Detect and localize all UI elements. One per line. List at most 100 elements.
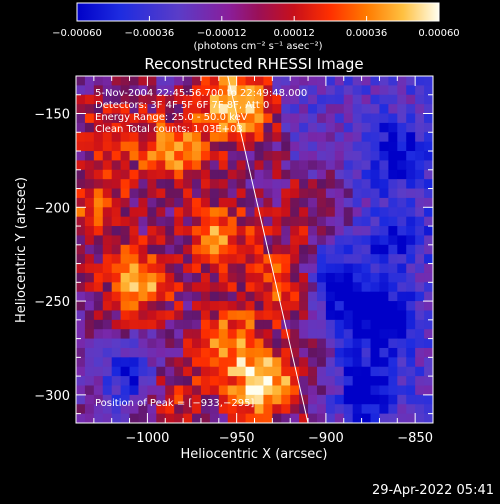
heatmap-pixel bbox=[263, 113, 273, 124]
heatmap-pixel bbox=[361, 113, 372, 124]
heatmap-pixel bbox=[218, 235, 229, 246]
heatmap-pixel bbox=[415, 366, 425, 377]
heatmap-pixel bbox=[84, 207, 95, 218]
heatmap-pixel bbox=[165, 394, 175, 405]
heatmap-pixel bbox=[424, 179, 433, 190]
heatmap-pixel bbox=[156, 151, 166, 162]
heatmap-pixel bbox=[352, 113, 363, 124]
heatmap-pixel bbox=[209, 235, 220, 246]
heatmap-pixel bbox=[343, 169, 354, 180]
heatmap-pixel bbox=[147, 301, 157, 312]
heatmap-pixel bbox=[84, 132, 95, 143]
heatmap-pixel bbox=[272, 291, 282, 302]
heatmap-pixel bbox=[334, 197, 345, 208]
heatmap-pixel bbox=[334, 329, 345, 340]
heatmap-pixel bbox=[308, 160, 318, 171]
heatmap-pixel bbox=[325, 282, 336, 293]
heatmap-pixel bbox=[379, 141, 389, 152]
heatmap-pixel bbox=[84, 244, 95, 255]
heatmap-pixel bbox=[76, 394, 86, 405]
heatmap-pixel bbox=[111, 263, 122, 274]
heatmap-pixel bbox=[308, 226, 318, 237]
heatmap-pixel bbox=[156, 207, 166, 218]
heatmap-pixel bbox=[424, 329, 433, 340]
heatmap-pixel bbox=[343, 263, 354, 274]
heatmap-pixel bbox=[334, 319, 345, 330]
heatmap-pixel bbox=[147, 151, 157, 162]
heatmap-pixel bbox=[388, 329, 398, 340]
heatmap-pixel bbox=[245, 179, 256, 190]
heatmap-pixel bbox=[308, 122, 318, 133]
heatmap-pixel bbox=[388, 141, 398, 152]
heatmap-pixel bbox=[183, 423, 193, 433]
heatmap-pixel bbox=[147, 376, 157, 387]
heatmap-pixel bbox=[281, 329, 291, 340]
heatmap-pixel bbox=[192, 423, 202, 433]
heatmap-pixel bbox=[76, 151, 86, 162]
heatmap-pixel bbox=[111, 85, 122, 96]
heatmap-pixel bbox=[263, 104, 273, 115]
heatmap-pixel bbox=[129, 113, 140, 124]
heatmap-pixel bbox=[299, 310, 309, 321]
heatmap-pixel bbox=[76, 169, 86, 180]
heatmap-pixel bbox=[192, 404, 202, 415]
heatmap-pixel bbox=[102, 179, 113, 190]
heatmap-pixel bbox=[174, 291, 184, 302]
heatmap-pixel bbox=[254, 338, 265, 349]
heatmap-pixel bbox=[281, 254, 291, 265]
heatmap-pixel bbox=[379, 366, 389, 377]
heatmap-pixel bbox=[245, 244, 256, 255]
heatmap-pixel bbox=[93, 376, 104, 387]
heatmap-pixel bbox=[254, 188, 265, 199]
heatmap-pixel bbox=[111, 179, 122, 190]
heatmap-pixel bbox=[245, 329, 256, 340]
heatmap-pixel bbox=[281, 226, 291, 237]
heatmap-pixel bbox=[281, 366, 291, 377]
heatmap-pixel bbox=[308, 310, 318, 321]
heatmap-pixel bbox=[379, 310, 389, 321]
heatmap-pixel bbox=[111, 169, 122, 180]
heatmap-pixel bbox=[263, 404, 273, 415]
heatmap-pixel bbox=[397, 197, 407, 208]
heatmap-pixel bbox=[236, 329, 247, 340]
heatmap-pixel bbox=[84, 122, 95, 133]
heatmap-pixel bbox=[299, 385, 309, 396]
heatmap-pixel bbox=[263, 319, 273, 330]
heatmap-pixel bbox=[218, 347, 229, 358]
heatmap-pixel bbox=[290, 319, 300, 330]
heatmap-pixel bbox=[388, 244, 398, 255]
heatmap-pixel bbox=[218, 85, 229, 96]
colorbar-tick-label: 0.00012 bbox=[274, 28, 315, 39]
heatmap-pixel bbox=[102, 235, 113, 246]
heatmap-pixel bbox=[102, 254, 113, 265]
heatmap-pixel bbox=[183, 301, 193, 312]
heatmap-pixel bbox=[120, 226, 131, 237]
heatmap-pixel bbox=[325, 132, 336, 143]
heatmap-pixel bbox=[183, 76, 193, 86]
heatmap-pixel bbox=[352, 169, 363, 180]
heatmap-pixel bbox=[120, 122, 131, 133]
heatmap-pixel bbox=[165, 376, 175, 387]
heatmap-pixel bbox=[325, 216, 336, 227]
heatmap-pixel bbox=[183, 188, 193, 199]
heatmap-pixel bbox=[308, 76, 318, 86]
heatmap-pixel bbox=[84, 319, 95, 330]
heatmap-pixel bbox=[174, 207, 184, 218]
heatmap-pixel bbox=[156, 188, 166, 199]
heatmap-pixel bbox=[183, 319, 193, 330]
heatmap-pixel bbox=[352, 338, 363, 349]
heatmap-pixel bbox=[174, 357, 184, 368]
heatmap-pixel bbox=[218, 254, 229, 265]
heatmap-pixel bbox=[102, 413, 113, 423]
heatmap-pixel bbox=[361, 85, 372, 96]
heatmap-pixel bbox=[397, 169, 407, 180]
heatmap-pixel bbox=[343, 366, 354, 377]
heatmap-pixel bbox=[352, 141, 363, 152]
heatmap-pixel bbox=[102, 169, 113, 180]
heatmap-pixel bbox=[316, 291, 327, 302]
heatmap-pixel bbox=[361, 366, 372, 377]
heatmap-pixel bbox=[201, 423, 211, 433]
heatmap-pixel bbox=[129, 329, 140, 340]
heatmap-pixel bbox=[138, 76, 148, 86]
heatmap-pixel bbox=[343, 413, 354, 423]
